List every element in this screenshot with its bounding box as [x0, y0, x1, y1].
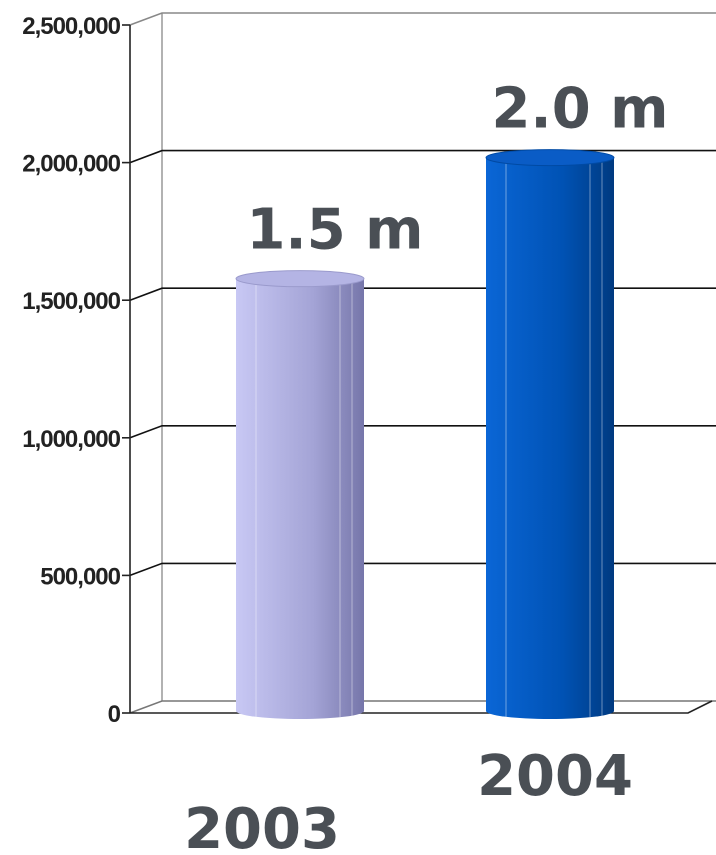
gridline: [129, 12, 716, 26]
gridline: [129, 287, 716, 301]
x-axis-line: [130, 700, 713, 714]
x-axis-categories: 2003 2004: [184, 744, 633, 855]
data-label: 1.5 m: [246, 198, 423, 263]
bar-body: [486, 157, 614, 720]
bar: [235, 270, 365, 719]
y-tick-label: 2,500,000: [22, 13, 120, 40]
y-tick-label: 1,500,000: [22, 288, 120, 315]
floor-back-edge: [129, 700, 716, 714]
x-category-label: 2003: [184, 797, 340, 855]
bar-top: [485, 149, 615, 167]
gridline: [129, 425, 716, 439]
bars: [235, 149, 615, 720]
gridline: [129, 149, 716, 164]
bar-body: [236, 278, 364, 719]
y-axis-ticks: 0 500,000 1,000,000 1,500,000 2,000,000 2,500…: [22, 13, 130, 728]
bar: [485, 149, 615, 720]
x-category-label: 2004: [477, 744, 633, 809]
y-tick-label: 0: [108, 701, 121, 728]
gridline: [129, 562, 716, 577]
bar-top: [235, 270, 365, 288]
gridlines: [129, 12, 716, 577]
data-label: 2.0 m: [491, 77, 668, 142]
data-labels: 1.5 m 2.0 m: [246, 77, 668, 263]
y-tick-label: 500,000: [40, 563, 120, 590]
y-tick-label: 2,000,000: [22, 151, 120, 178]
y-tick-label: 1,000,000: [22, 426, 120, 453]
